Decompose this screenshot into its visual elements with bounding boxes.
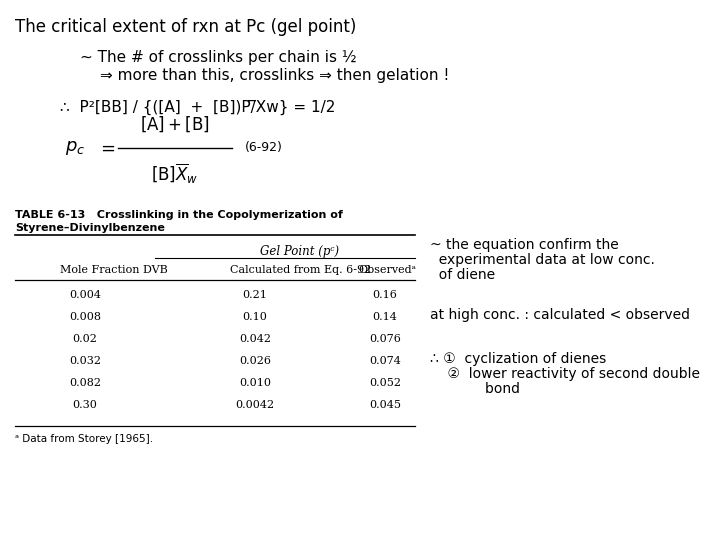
Text: $[\mathrm{B}]\overline{X}_w$: $[\mathrm{B}]\overline{X}_w$: [151, 162, 199, 186]
Text: 0.02: 0.02: [73, 334, 97, 344]
Text: $p_c$: $p_c$: [65, 139, 85, 157]
Text: 0.032: 0.032: [69, 356, 101, 366]
Text: ~ The # of crosslinks per chain is ½: ~ The # of crosslinks per chain is ½: [80, 50, 356, 65]
Text: ~ the equation confirm the: ~ the equation confirm the: [430, 238, 618, 252]
Text: (6-92): (6-92): [245, 141, 283, 154]
Text: 0.21: 0.21: [243, 290, 267, 300]
Text: Gel Point (pᶜ): Gel Point (pᶜ): [261, 245, 340, 258]
Text: ⇒ more than this, crosslinks ⇒ then gelation !: ⇒ more than this, crosslinks ⇒ then gela…: [100, 68, 449, 83]
Text: 0.052: 0.052: [369, 378, 401, 388]
Text: 0.004: 0.004: [69, 290, 101, 300]
Text: TABLE 6-13   Crosslinking in the Copolymerization of: TABLE 6-13 Crosslinking in the Copolymer…: [15, 210, 343, 220]
Text: 0.16: 0.16: [372, 290, 397, 300]
Text: 0.30: 0.30: [73, 400, 97, 410]
Text: ∴ ①  cyclization of dienes: ∴ ① cyclization of dienes: [430, 352, 606, 366]
Text: 0.010: 0.010: [239, 378, 271, 388]
Text: $[\mathrm{A}] + [\mathrm{B}]$: $[\mathrm{A}] + [\mathrm{B}]$: [140, 114, 210, 134]
Text: Mole Fraction DVB: Mole Fraction DVB: [60, 265, 168, 275]
Text: ∴  P²[BB] / {([A]  +  [B])P/̅Xw} = 1/2: ∴ P²[BB] / {([A] + [B])P/̅Xw} = 1/2: [60, 100, 336, 115]
Text: Styrene–Divinylbenzene: Styrene–Divinylbenzene: [15, 223, 165, 233]
Text: bond: bond: [450, 382, 520, 396]
Text: ②  lower reactivity of second double: ② lower reactivity of second double: [430, 367, 700, 381]
Text: 0.0042: 0.0042: [235, 400, 274, 410]
Text: 0.074: 0.074: [369, 356, 401, 366]
Text: 0.045: 0.045: [369, 400, 401, 410]
Text: 0.076: 0.076: [369, 334, 401, 344]
Text: 0.082: 0.082: [69, 378, 101, 388]
Text: $=$: $=$: [97, 139, 116, 157]
Text: Observedᵃ: Observedᵃ: [358, 265, 416, 275]
Text: 0.10: 0.10: [243, 312, 267, 322]
Text: of diene: of diene: [430, 268, 495, 282]
Text: 0.026: 0.026: [239, 356, 271, 366]
Text: ᵃ Data from Storey [1965].: ᵃ Data from Storey [1965].: [15, 434, 153, 444]
Text: 0.14: 0.14: [372, 312, 397, 322]
Text: Calculated from Eq. 6-92: Calculated from Eq. 6-92: [230, 265, 372, 275]
Text: 0.042: 0.042: [239, 334, 271, 344]
Text: 0.008: 0.008: [69, 312, 101, 322]
Text: experimental data at low conc.: experimental data at low conc.: [430, 253, 655, 267]
Text: The critical extent of rxn at Pc (gel point): The critical extent of rxn at Pc (gel po…: [15, 18, 356, 36]
Text: at high conc. : calculated < observed: at high conc. : calculated < observed: [430, 308, 690, 322]
